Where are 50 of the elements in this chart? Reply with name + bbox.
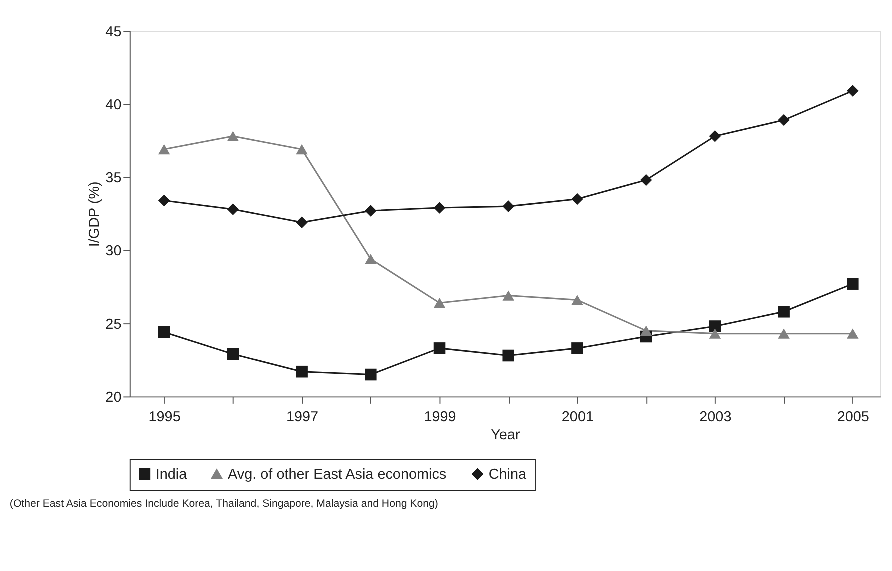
point [158, 144, 170, 155]
point [365, 368, 377, 381]
point [572, 295, 584, 306]
point [778, 306, 790, 318]
y-tick-label: 30 [106, 244, 122, 260]
x-tick-label: 2001 [562, 409, 594, 426]
x-tick-label: 2003 [700, 409, 732, 426]
y-tick-label: 35 [106, 170, 122, 187]
point [227, 348, 240, 360]
point [434, 342, 446, 354]
text: (Other East Asia Economies Include Korea, Thailand, Singapore, Malaysia and Hong Kong) [10, 498, 438, 510]
point [365, 205, 377, 217]
x-tick-label: 1999 [424, 409, 456, 426]
point [709, 328, 722, 339]
x-tick-label: 1995 [148, 409, 181, 426]
point [227, 204, 240, 216]
y-tick-label: 45 [106, 24, 122, 40]
point [296, 144, 308, 155]
legend-label: Avg. of other East Asia economics [228, 467, 447, 484]
point [502, 290, 515, 301]
point [847, 278, 859, 290]
y-tick-label: 25 [106, 316, 122, 333]
point [778, 328, 790, 339]
point [572, 342, 584, 354]
x-tick-label: 1997 [286, 409, 319, 426]
y-axis-title: I/GDP (%) [86, 182, 103, 248]
point [158, 326, 170, 338]
point [847, 328, 859, 339]
point [227, 131, 240, 142]
point [572, 193, 584, 206]
point [158, 194, 170, 207]
x-axis-title: Year [491, 428, 520, 444]
point [296, 366, 308, 378]
point [365, 254, 377, 264]
x-tick-label: 2005 [837, 409, 870, 426]
point [434, 298, 446, 308]
y-tick-label: 40 [106, 97, 122, 114]
point [640, 174, 652, 186]
legend-label: China [488, 467, 528, 484]
legend-label: India [156, 467, 188, 484]
point [502, 350, 515, 362]
point [709, 130, 722, 142]
point [847, 85, 859, 97]
point [640, 326, 652, 336]
point [296, 216, 308, 229]
point [778, 114, 790, 126]
y-tick-label: 20 [106, 390, 122, 406]
point [434, 202, 446, 214]
point [502, 200, 515, 212]
point [709, 320, 722, 332]
